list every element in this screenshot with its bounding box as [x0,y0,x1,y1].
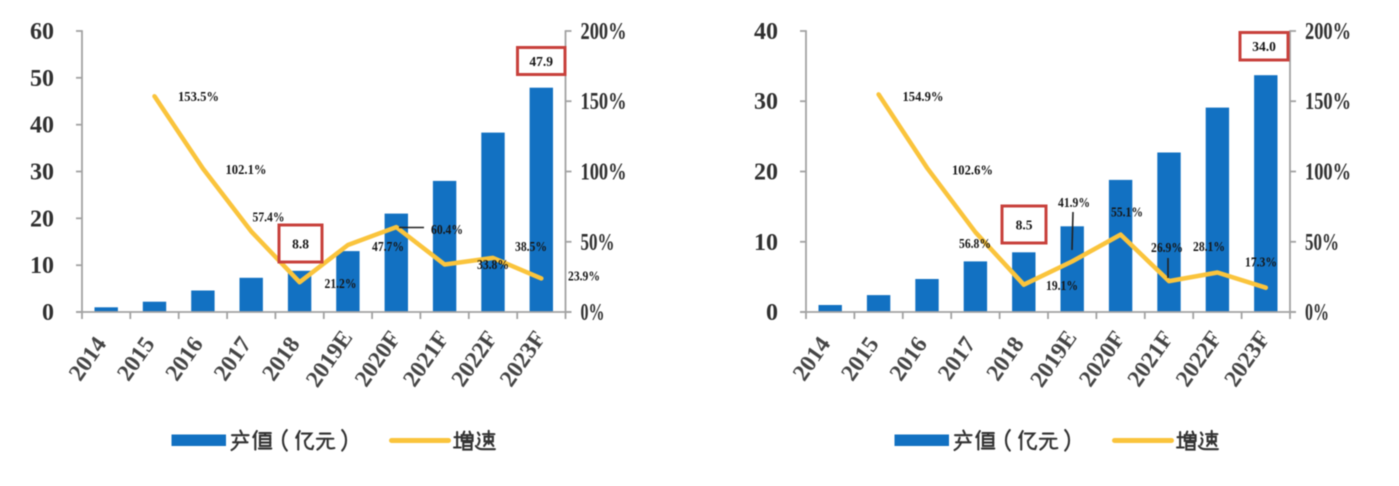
svg-text:30: 30 [754,89,778,115]
svg-text:60: 60 [30,19,54,45]
svg-text:0: 0 [766,300,778,326]
svg-text:200%: 200% [581,19,627,45]
svg-text:2015: 2015 [112,332,160,385]
svg-text:55.1%: 55.1% [1111,206,1143,221]
svg-text:33.8%: 33.8% [477,258,509,273]
svg-text:2022F: 2022F [1171,326,1227,391]
svg-text:2020F: 2020F [1074,326,1130,391]
svg-text:2014: 2014 [788,332,836,386]
svg-text:26.9%: 26.9% [1151,241,1183,256]
svg-text:2021F: 2021F [1123,326,1179,391]
svg-text:34.0: 34.0 [1252,39,1276,54]
svg-text:102.6%: 102.6% [952,164,993,179]
svg-text:2023F: 2023F [495,326,551,391]
svg-text:150%: 150% [581,89,627,115]
svg-text:2016: 2016 [161,332,209,386]
svg-text:38.5%: 38.5% [515,240,547,255]
svg-text:50: 50 [30,66,54,92]
svg-text:150%: 150% [1305,89,1351,115]
svg-text:8.8: 8.8 [292,237,309,252]
svg-text:100%: 100% [1305,160,1351,186]
svg-text:60.4%: 60.4% [431,223,463,238]
svg-text:2016: 2016 [885,332,933,386]
svg-text:200%: 200% [1305,19,1351,45]
svg-text:19.1%: 19.1% [1046,279,1078,294]
svg-text:47.7%: 47.7% [372,240,404,255]
svg-text:154.9%: 154.9% [903,90,944,105]
svg-text:2019E: 2019E [1025,326,1082,392]
svg-text:56.8%: 56.8% [959,237,991,252]
svg-text:102.1%: 102.1% [226,163,267,178]
svg-text:28.1%: 28.1% [1193,240,1225,255]
svg-text:40: 40 [754,19,778,45]
svg-text:47.9: 47.9 [529,54,553,69]
svg-text:41.9%: 41.9% [1058,196,1090,211]
svg-text:2021F: 2021F [398,326,454,391]
svg-text:50%: 50% [1305,230,1339,256]
svg-text:40: 40 [30,113,54,139]
svg-text:50%: 50% [581,230,615,256]
svg-text:0%: 0% [1305,300,1329,326]
svg-text:20: 20 [30,206,54,232]
svg-text:2018: 2018 [257,332,305,385]
svg-text:0: 0 [42,300,54,326]
svg-text:2019E: 2019E [301,326,358,392]
svg-text:2017: 2017 [209,332,257,386]
svg-text:21.2%: 21.2% [325,277,357,292]
svg-text:23.9%: 23.9% [568,270,600,285]
svg-text:2018: 2018 [981,332,1029,385]
svg-text:20: 20 [754,160,778,186]
svg-text:2023F: 2023F [1219,326,1275,391]
svg-text:2015: 2015 [836,332,884,385]
svg-text:57.4%: 57.4% [253,211,285,226]
svg-text:2020F: 2020F [350,326,406,391]
svg-text:153.5%: 153.5% [178,90,219,105]
svg-text:30: 30 [30,160,54,186]
svg-text:10: 10 [30,253,54,279]
svg-text:10: 10 [754,230,778,256]
svg-text:2022F: 2022F [447,326,503,391]
svg-text:2014: 2014 [64,332,112,386]
svg-text:2017: 2017 [933,332,981,386]
svg-text:17.3%: 17.3% [1245,256,1277,271]
svg-text:8.5: 8.5 [1016,218,1033,233]
svg-text:100%: 100% [581,160,627,186]
svg-text:0%: 0% [581,300,605,326]
